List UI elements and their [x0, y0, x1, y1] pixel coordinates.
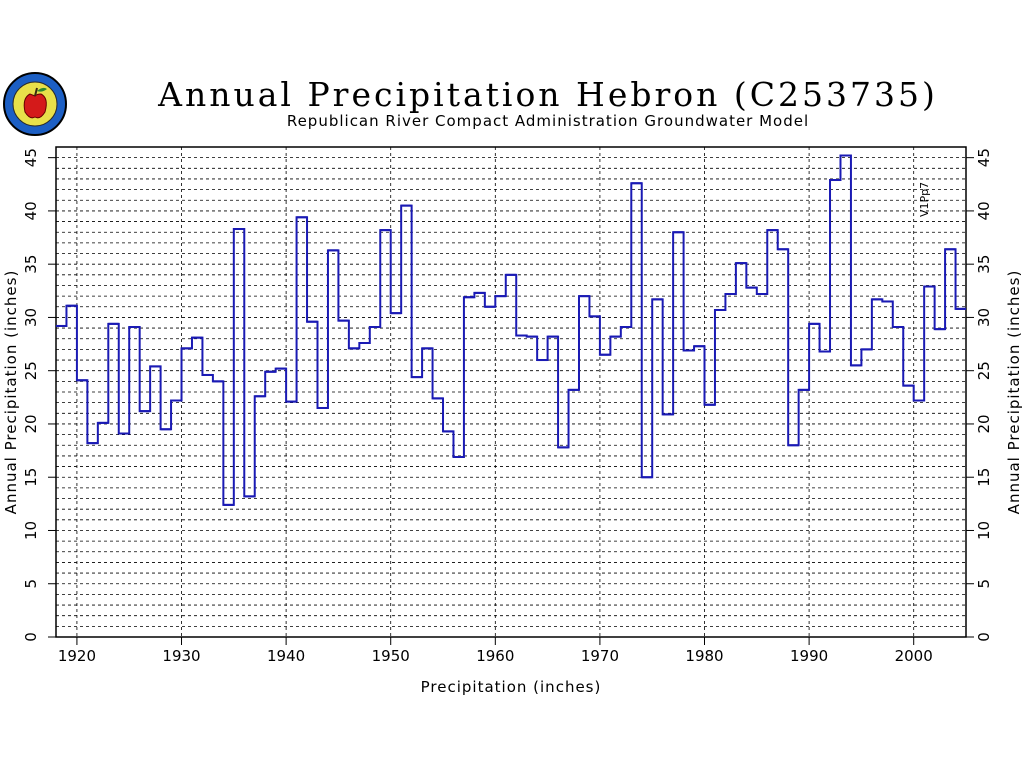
x-tick-label: 1930: [162, 647, 200, 665]
precip-step-line: [56, 154, 966, 506]
x-tick-label: 1920: [58, 647, 96, 665]
y-tick-label-right: 30: [975, 308, 993, 327]
y-tick-label-right: 35: [975, 255, 993, 274]
y-tick-label-right: 20: [975, 414, 993, 433]
x-tick-label: 2000: [895, 647, 933, 665]
y-tick-label-left: 30: [22, 308, 40, 327]
version-annotation: V1Pp7: [918, 182, 931, 217]
y-tick-label-right: 40: [975, 201, 993, 220]
data-series: [56, 154, 966, 506]
plot-frame: [55, 146, 967, 638]
y-tick-label-right: 45: [975, 148, 993, 167]
axis-ticks: 1920 1930 1940 1950 1960 1970 1980 1990 2000 0 0 5 5…: [22, 148, 993, 665]
y-tick-label-left: 5: [22, 579, 40, 589]
x-tick-label: 1950: [372, 647, 410, 665]
y-axis-label-left: Annual Precipitation (inches): [2, 270, 20, 515]
y-tick-label-left: 35: [22, 255, 40, 274]
x-tick-label: 1940: [267, 647, 305, 665]
x-tick-label: 1980: [685, 647, 723, 665]
y-tick-label-right: 5: [975, 579, 993, 589]
y-tick-label-left: 15: [22, 468, 40, 487]
chart-subtitle: Republican River Compact Administration …: [287, 112, 809, 130]
y-tick-label-right: 0: [975, 632, 993, 642]
grid: [56, 147, 966, 637]
chart-title: Annual Precipitation Hebron (C253735): [157, 75, 938, 114]
x-tick-label: 1970: [581, 647, 619, 665]
x-tick-label: 1960: [476, 647, 514, 665]
y-axis-label-right: Annual Precipitation (inches): [1005, 270, 1023, 515]
y-tick-label-left: 25: [22, 361, 40, 380]
y-tick-label-left: 10: [22, 521, 40, 540]
y-tick-label-left: 20: [22, 414, 40, 433]
y-tick-label-right: 15: [975, 468, 993, 487]
y-tick-label-left: 0: [22, 632, 40, 642]
y-tick-label-left: 45: [22, 148, 40, 167]
x-axis-label: Precipitation (inches): [421, 678, 602, 696]
y-tick-label-left: 40: [22, 201, 40, 220]
y-tick-label-right: 10: [975, 521, 993, 540]
x-tick-label: 1990: [790, 647, 828, 665]
rrca-logo: [3, 72, 67, 136]
y-tick-label-right: 25: [975, 361, 993, 380]
